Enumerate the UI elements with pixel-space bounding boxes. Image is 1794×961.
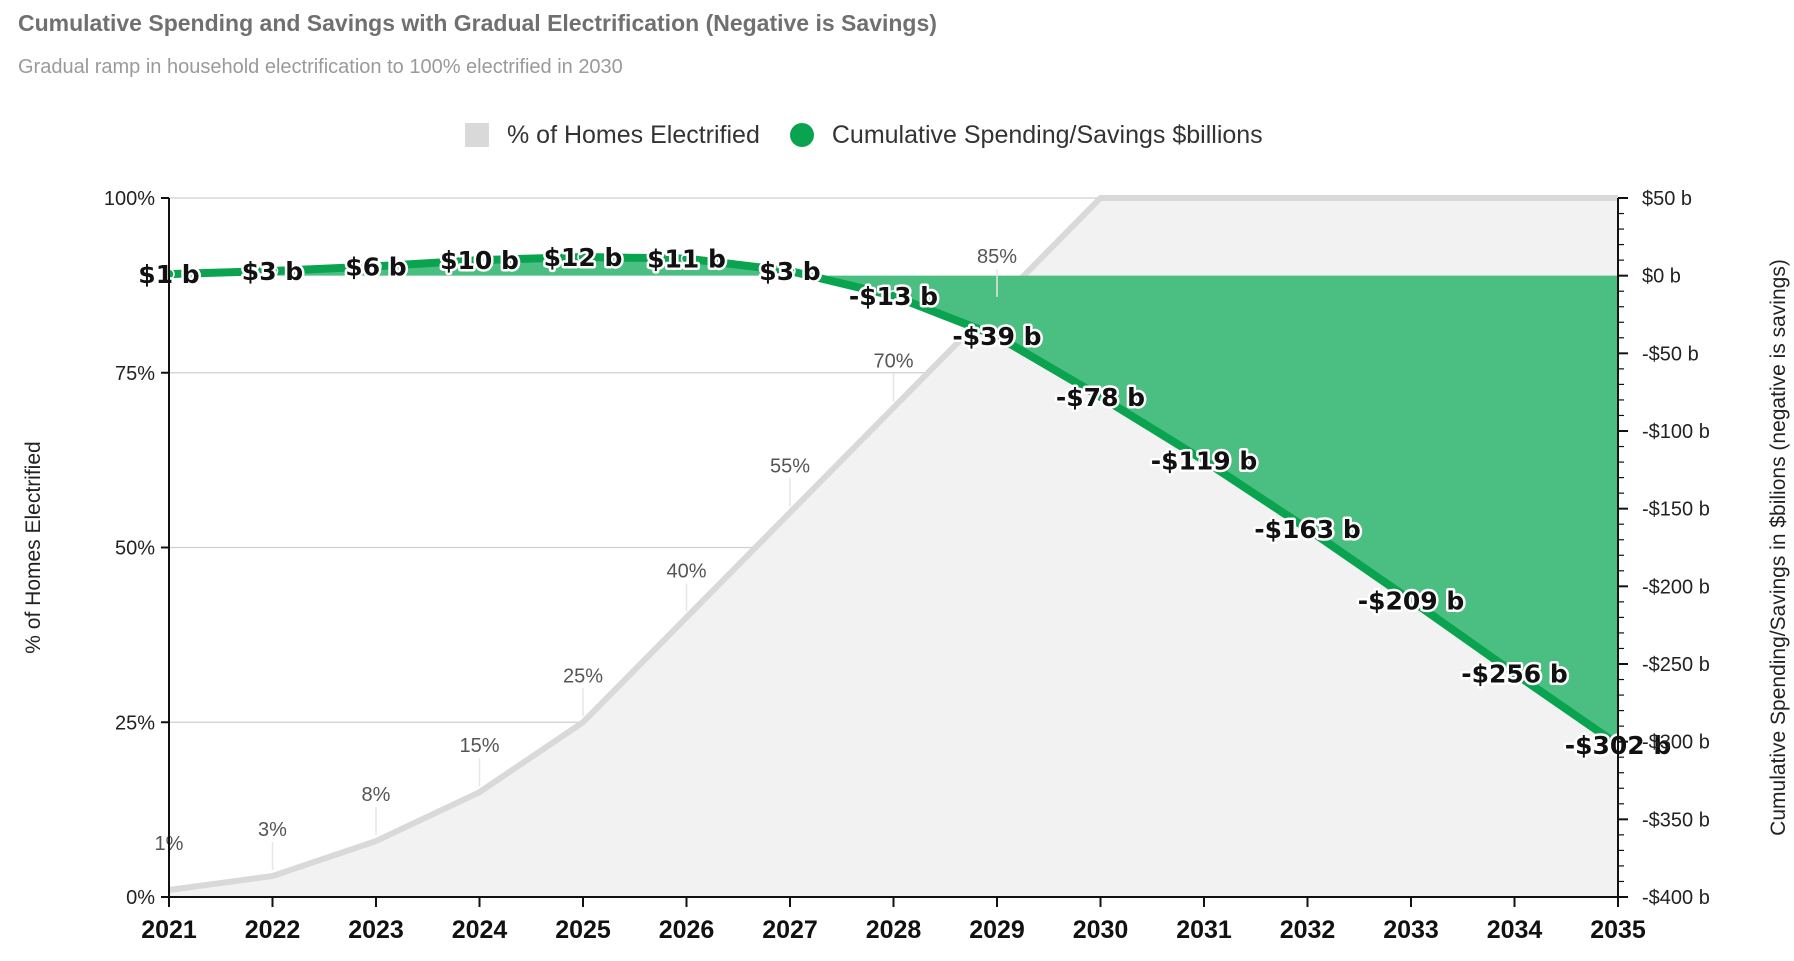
right-axis-tick-label: $0 b: [1642, 266, 1681, 288]
pct-data-label: 85%: [977, 246, 1017, 268]
spending-data-point: [266, 265, 279, 277]
spending-data-point: [1198, 454, 1210, 467]
x-axis-tick-label: 2030: [1073, 916, 1129, 944]
right-axis-tick-label: -$300 b: [1642, 732, 1710, 754]
right-axis-title: Cumulative Spending/Savings in $bilions …: [1767, 259, 1790, 836]
right-axis-tick-label: -$400 b: [1642, 887, 1710, 909]
left-axis-tick-label: 25%: [115, 712, 155, 734]
pct-data-label: 15%: [459, 735, 499, 757]
spending-data-label: $12 b: [544, 243, 623, 272]
x-axis-tick-label: 2028: [866, 916, 922, 944]
right-axis-tick-label: $50 b: [1642, 188, 1692, 210]
x-axis-tick-label: 2033: [1383, 916, 1439, 944]
spending-data-label: -$163 b: [1254, 515, 1361, 544]
legend: % of Homes Electrified Cumulative Spendi…: [465, 118, 1263, 152]
pct-data-label: 40%: [666, 560, 706, 582]
spending-data-label: -$39 b: [952, 322, 1041, 351]
left-axis-tick-label: 50%: [115, 538, 155, 560]
spending-data-point: [577, 251, 589, 263]
pct-data-label: 25%: [563, 665, 603, 687]
spending-data-point: [1508, 667, 1521, 680]
spending-data-label: $10 b: [440, 246, 519, 275]
pct-data-label: 8%: [362, 784, 391, 806]
left-axis-tick-label: 100%: [104, 188, 155, 210]
legend-item-homes-electrified[interactable]: % of Homes Electrified: [465, 121, 760, 150]
spending-data-label: $11 b: [647, 245, 726, 274]
spending-data-point: [887, 290, 900, 302]
legend-item-cumulative-spending[interactable]: Cumulative Spending/Savings $billions: [789, 120, 1263, 150]
x-axis-tick-label: 2025: [555, 916, 611, 944]
x-axis-tick-label: 2034: [1487, 916, 1543, 944]
spending-data-point: [1405, 594, 1417, 607]
x-axis-tick-label: 2026: [659, 916, 715, 944]
cumulative-spending-area: [169, 257, 1618, 745]
x-axis-tick-label: 2031: [1176, 916, 1232, 944]
spending-data-point: [784, 265, 796, 277]
chart-subtitle: Gradual ramp in household electrificatio…: [18, 56, 623, 78]
spending-data-label: $6 b: [345, 252, 406, 281]
x-axis-tick-label: 2024: [452, 916, 508, 944]
spending-data-point: [991, 330, 1003, 342]
spending-data-label: -$256 b: [1461, 659, 1568, 688]
pct-data-label: 55%: [770, 456, 810, 478]
spending-data-label: -$78 b: [1056, 383, 1145, 412]
legend-swatch-square-icon: [465, 123, 489, 147]
spending-data-point: [473, 254, 486, 266]
pct-data-label: 70%: [873, 351, 913, 373]
legend-label-homes-electrified: % of Homes Electrified: [507, 120, 760, 149]
spending-data-point: [370, 260, 382, 273]
right-axis-tick-label: -$100 b: [1642, 421, 1710, 443]
spending-data-point: [1301, 523, 1314, 535]
legend-label-cumulative-spending: Cumulative Spending/Savings $billions: [831, 120, 1263, 149]
right-axis-tick-label: -$200 b: [1642, 576, 1710, 598]
spending-data-point: [680, 252, 693, 265]
right-axis-tick-label: -$50 b: [1642, 343, 1699, 365]
homes-electrified-line: [168, 195, 1618, 893]
x-axis-tick-label: 2022: [245, 916, 301, 944]
spending-data-label: -$209 b: [1358, 586, 1465, 615]
spending-data-label: -$13 b: [849, 282, 938, 311]
spending-data-label: -$119 b: [1151, 447, 1258, 476]
x-axis-tick-label: 2032: [1280, 916, 1336, 944]
spending-data-label: $3 b: [759, 257, 820, 286]
legend-swatch-circle-icon: [789, 123, 814, 147]
spending-data-point: [1094, 391, 1107, 403]
x-axis-tick-label: 2023: [348, 916, 404, 944]
chart-title: Cumulative Spending and Savings with Gra…: [18, 10, 937, 36]
x-axis-tick-label: 2035: [1590, 916, 1646, 944]
left-axis-title: % of Homes Electrified: [22, 441, 45, 653]
x-axis-tick-label: 2029: [969, 916, 1025, 944]
right-axis-tick-label: -$250 b: [1642, 654, 1710, 676]
x-axis-tick-label: 2027: [762, 916, 818, 944]
left-axis-tick-label: 75%: [115, 363, 155, 385]
x-axis-tick-label: 2021: [141, 916, 197, 944]
right-axis-tick-label: -$350 b: [1642, 809, 1710, 831]
spending-data-label: $3 b: [242, 257, 303, 286]
pct-data-label: 3%: [258, 819, 287, 841]
right-axis-tick-label: -$150 b: [1642, 499, 1710, 521]
left-axis-tick-label: 0%: [126, 887, 155, 909]
